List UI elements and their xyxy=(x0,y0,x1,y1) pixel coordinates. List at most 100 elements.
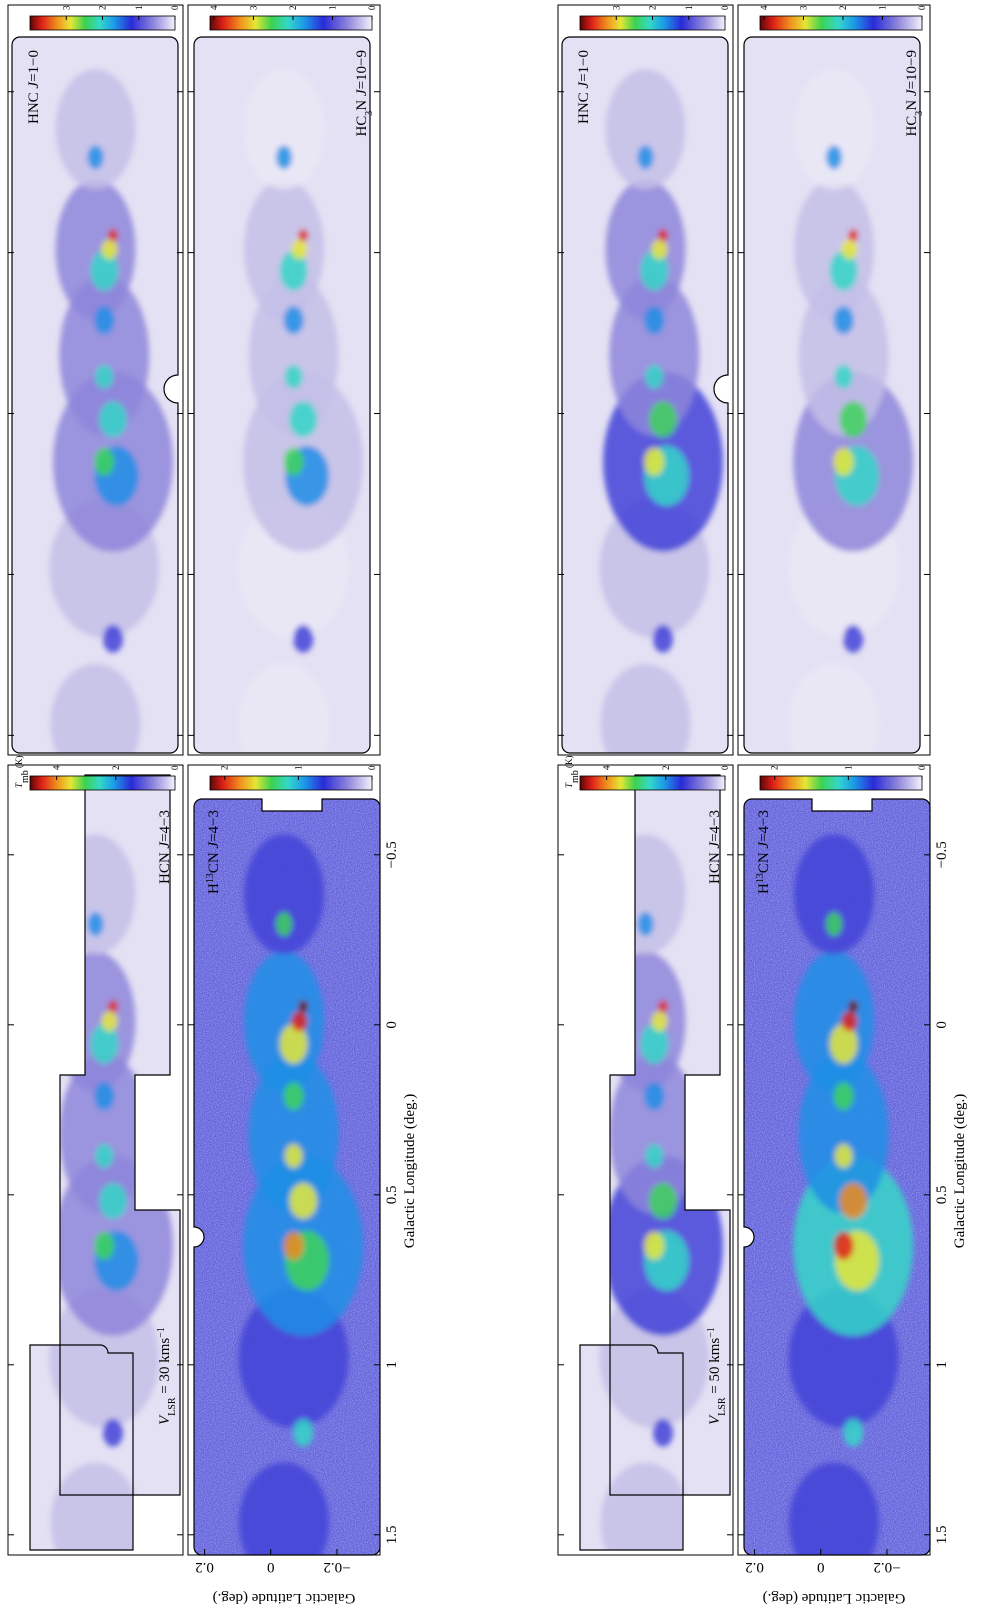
text-part: J xyxy=(904,88,920,96)
text-part: =10−9 xyxy=(354,50,370,89)
text-part: =1−0 xyxy=(26,50,42,82)
clump xyxy=(59,275,150,436)
text-part: J xyxy=(354,88,370,96)
colorbar-tick-label: 2 xyxy=(111,766,121,771)
clump xyxy=(843,624,864,653)
clump xyxy=(95,364,114,389)
clump xyxy=(289,401,318,438)
clump xyxy=(283,447,304,476)
text-part: N xyxy=(354,96,370,111)
clump xyxy=(637,912,654,937)
colorbar-tick-label: 3 xyxy=(61,5,71,10)
colorbar-tick-label: 1 xyxy=(877,6,887,11)
x-tick-label: 1.5 xyxy=(384,1525,400,1544)
clump xyxy=(826,145,842,170)
clump xyxy=(50,1462,141,1550)
panel-title: HCN J=4−3 xyxy=(707,810,723,884)
text-part: H xyxy=(756,883,772,894)
text-part: LSR xyxy=(167,1397,178,1416)
clump xyxy=(94,306,115,335)
text-part: 13 xyxy=(205,873,216,883)
panel-title: H13CN J=4−3 xyxy=(205,810,223,894)
colorbar-tick-label: 1 xyxy=(684,6,694,11)
clump xyxy=(649,401,677,438)
clump xyxy=(600,1462,691,1550)
clump xyxy=(826,912,842,937)
clump xyxy=(848,1000,859,1013)
colorbar-tick-label: 0 xyxy=(917,5,927,10)
clump xyxy=(651,1011,668,1032)
text-part: = 50 kms xyxy=(707,1338,723,1398)
velocity-label: VLSR = 30 kms−1 xyxy=(156,1327,178,1425)
y-tick-label: 0.2 xyxy=(745,1559,764,1575)
clump xyxy=(99,1182,127,1219)
panel-title: HCN J=4−3 xyxy=(157,810,173,884)
clump xyxy=(291,1011,308,1032)
clump xyxy=(829,1023,858,1064)
x-axis-label: Galactic Longitude (deg.) xyxy=(402,1094,418,1249)
clump xyxy=(640,1023,669,1064)
text-part: T xyxy=(564,782,574,788)
text-part: =4−3 xyxy=(756,810,772,842)
colorbar xyxy=(209,775,373,791)
colorbar-tick-label: 3 xyxy=(611,5,621,10)
colorbar-label: Tmb (K) xyxy=(14,755,31,788)
text-part: HNC xyxy=(26,89,42,124)
text-part: LSR xyxy=(717,1397,728,1416)
colorbar xyxy=(579,775,726,791)
colorbar-tick-label: 4 xyxy=(52,765,62,770)
clump xyxy=(644,1231,665,1260)
x-tick-label: 1 xyxy=(384,1361,400,1369)
y-axis-label: Galactic Latitude (deg.) xyxy=(213,1590,356,1606)
clump xyxy=(103,1418,123,1447)
text-part: V xyxy=(707,1414,723,1425)
clump xyxy=(276,912,292,937)
clump xyxy=(276,145,292,170)
clump xyxy=(108,229,118,242)
clump xyxy=(283,306,304,335)
clump xyxy=(283,1082,304,1111)
clump xyxy=(244,834,324,955)
colorbar-tick-label: 0 xyxy=(367,5,377,10)
text-part: J xyxy=(157,841,173,849)
x-tick-label: 1.5 xyxy=(934,1525,950,1544)
text-part: mb xyxy=(570,770,581,783)
text-part: CN xyxy=(206,849,222,874)
clump xyxy=(101,239,118,260)
x-tick-label: 0.5 xyxy=(384,1185,400,1204)
colorbar-tick-label: 1 xyxy=(293,766,303,771)
colorbar-tick-label: 0 xyxy=(720,765,730,770)
text-part: mb xyxy=(20,770,31,783)
emission xyxy=(744,799,930,1555)
clump xyxy=(101,1011,118,1032)
colorbar-tick-label: 4 xyxy=(209,5,219,10)
colorbar-tick-label: 2 xyxy=(838,6,848,11)
text-part: HC xyxy=(354,116,370,137)
text-part: V xyxy=(157,1414,173,1425)
text-part: HCN xyxy=(157,849,173,884)
colorbar-tick-label: 2 xyxy=(288,6,298,11)
colorbar-tick-label: 4 xyxy=(602,765,612,770)
clump xyxy=(87,145,104,170)
colorbar xyxy=(759,775,923,791)
clump xyxy=(239,1462,329,1555)
colorbar-tick-label: 2 xyxy=(661,766,671,771)
clump xyxy=(640,250,669,291)
text-part: N xyxy=(904,96,920,111)
colorbar-tick-label: 2 xyxy=(770,766,780,771)
text-part: =4−3 xyxy=(707,810,723,842)
clump xyxy=(841,1011,858,1032)
colorbar-tick-label: 0 xyxy=(917,765,927,770)
coverage-outline xyxy=(29,1344,134,1551)
clump xyxy=(94,447,115,476)
colorbar-tick-label: 2 xyxy=(220,766,230,771)
clump xyxy=(94,1231,115,1260)
clump xyxy=(794,69,874,190)
coverage-outline xyxy=(579,1344,684,1551)
x-tick-label: 1 xyxy=(934,1361,950,1369)
clump xyxy=(839,1182,868,1219)
emission xyxy=(788,69,914,753)
clump xyxy=(605,69,686,190)
clump xyxy=(848,229,859,242)
